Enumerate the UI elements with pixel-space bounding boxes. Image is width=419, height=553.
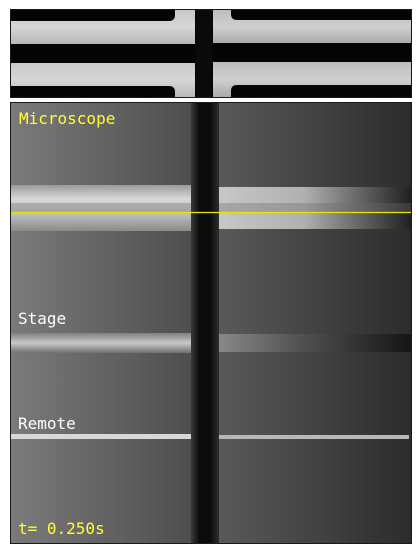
remote-label: Remote — [18, 416, 76, 432]
timelapse-image-panel: Microscope Stage Remote t= 0.250s — [10, 102, 412, 544]
dark-slit — [191, 103, 219, 543]
remote-line-right — [219, 435, 409, 439]
stage-band-right — [217, 334, 411, 352]
microscope-label: Microscope — [19, 111, 115, 127]
remote-line-left — [11, 434, 197, 439]
stage-band-left — [11, 333, 193, 353]
electrode-gap — [196, 10, 212, 97]
stage-label: Stage — [18, 311, 66, 327]
timelapse-image — [11, 103, 411, 543]
microscope-image-panel — [10, 9, 412, 98]
electrode-image — [11, 10, 411, 97]
time-label: t= 0.250s — [18, 521, 105, 537]
